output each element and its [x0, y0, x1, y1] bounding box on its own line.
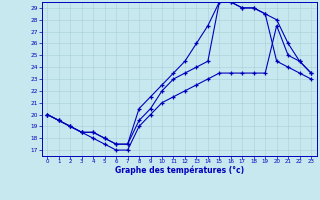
X-axis label: Graphe des températures (°c): Graphe des températures (°c): [115, 166, 244, 175]
